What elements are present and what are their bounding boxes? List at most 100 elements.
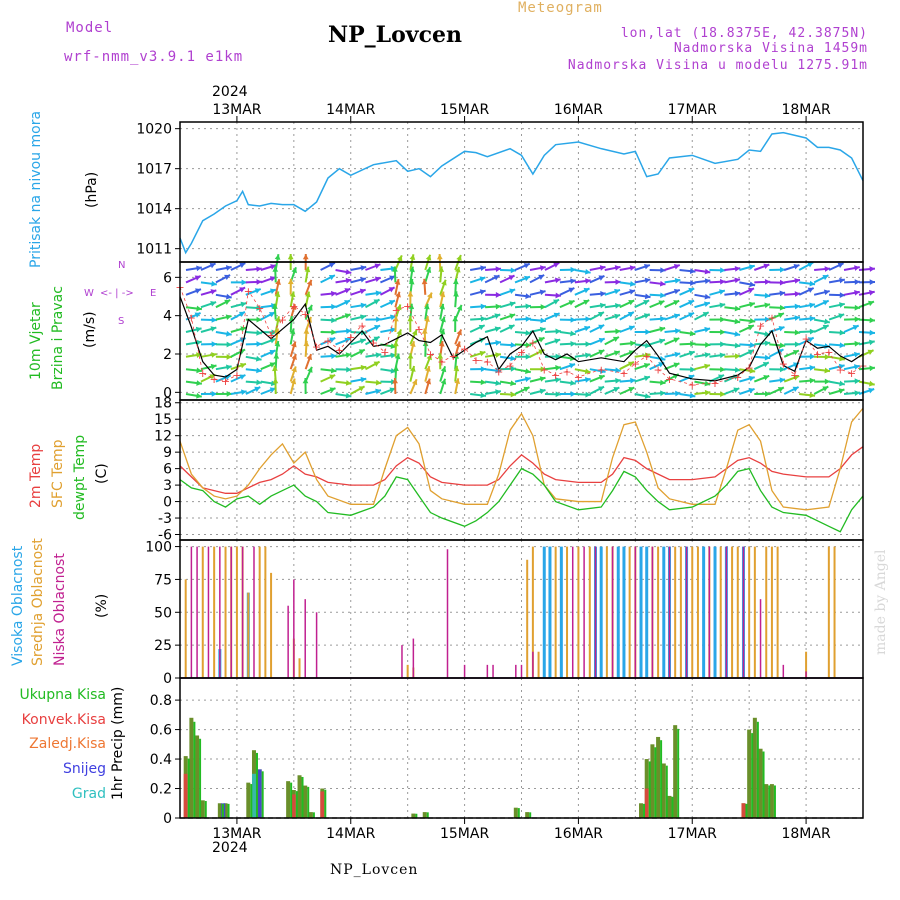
wind-arrow-head <box>794 329 801 336</box>
wind-arrow-head <box>719 289 725 295</box>
wind-arrow-head <box>452 316 459 322</box>
wind-arrow-head <box>614 265 621 271</box>
wind-arrow-head <box>495 340 501 346</box>
wind-arrow-head <box>570 266 576 273</box>
wind-arrow-head <box>598 374 605 381</box>
y-tick-label: 2 <box>163 347 172 363</box>
wind-arrow-head <box>600 290 606 297</box>
wind-arrow-head <box>690 366 696 373</box>
wind-arrow-head <box>525 330 531 336</box>
wind-gust-mark: + <box>517 346 526 359</box>
wind-arrow-head <box>495 303 502 310</box>
wind-arrow-head <box>629 289 636 295</box>
y-tick-label: 12 <box>154 429 172 445</box>
wind-arrow-head <box>397 255 403 262</box>
wind-arrow-head <box>240 389 247 396</box>
y-tick-label: 18 <box>154 396 172 412</box>
wind-arrow-head <box>409 254 416 261</box>
wind-arrow-head <box>390 352 397 359</box>
precip-total-bar-edge <box>517 808 520 818</box>
wind-arrow-head <box>540 366 546 373</box>
wind-arrow-head <box>345 277 352 284</box>
wind-arrow-head <box>749 318 756 324</box>
precip-total-bar-edge <box>301 776 304 818</box>
wind-arrow-head <box>331 353 337 359</box>
wind-arrow-head <box>612 336 619 342</box>
wind-gust-mark: + <box>426 348 435 361</box>
precip-total-bar <box>764 784 769 818</box>
wind-arrow-head <box>508 275 515 281</box>
wind-gust-mark: + <box>301 308 310 321</box>
wind-arrow-head <box>270 264 277 270</box>
wind-arrow-head <box>307 366 313 373</box>
precip-total-bar <box>297 775 302 818</box>
wind-arrow-head <box>374 324 381 331</box>
wind-arrow-head <box>839 302 845 308</box>
precip-total-bar <box>752 717 757 818</box>
precip-total-bar <box>217 803 222 818</box>
wind-arrow-head <box>854 304 861 311</box>
wind-arrow-head <box>584 368 591 375</box>
wind-arrow-head <box>630 340 636 347</box>
wind-arrow-head <box>779 290 786 297</box>
wind-arrow-head <box>211 391 217 397</box>
wind-arrow-head <box>330 290 337 297</box>
chart-title: NP_Lovcen <box>328 22 462 48</box>
wind-arrow-head <box>809 353 816 360</box>
wind-arrow-head <box>673 263 680 270</box>
wind-arrow-head <box>273 353 280 359</box>
precip-total-bar-edge <box>307 786 310 818</box>
wind-arrow-head <box>868 387 875 394</box>
wind-arrow-head <box>374 276 381 283</box>
wind-gust-mark: + <box>733 371 742 384</box>
wind-arrow-head <box>704 268 711 275</box>
wind-gust-mark: + <box>221 375 230 388</box>
wind-arrow-head <box>583 299 590 306</box>
wind-arrow-head <box>275 316 281 323</box>
wind-arrow-head <box>824 367 831 374</box>
wind-arrow-head <box>555 328 561 335</box>
wind-arrow-head <box>196 305 202 312</box>
wind-arrow-head <box>376 316 382 323</box>
wind-arrow-head <box>764 302 771 309</box>
wind-arrow-head <box>688 287 695 294</box>
wind-gust-mark: + <box>562 365 571 378</box>
y-tick-label: 15 <box>154 412 172 428</box>
wind-arrow-head <box>867 349 874 355</box>
panel-frame <box>179 399 864 541</box>
wind-arrow-head <box>555 377 561 383</box>
precip-total-bar-edge <box>193 721 196 818</box>
wind-arrow-head <box>456 329 462 336</box>
y-tick-label: 0.4 <box>150 752 172 768</box>
wind-arrow-head <box>523 275 530 282</box>
precip-total-bar-edge <box>654 747 657 818</box>
wind-arrow-head <box>306 354 312 361</box>
wind-arrow-head <box>196 392 202 399</box>
wind-arrow-head <box>822 324 829 331</box>
wind-arrow-head <box>344 313 351 319</box>
wind-arrow-head <box>615 328 621 335</box>
wind-arrow-head <box>196 265 202 272</box>
wind-arrow-head <box>765 391 771 397</box>
wind-arrow-head <box>793 263 800 270</box>
wind-arrow-head <box>748 287 755 294</box>
wind-arrow-head <box>809 392 816 399</box>
wind-arrow-head <box>854 390 860 396</box>
wind-arrow-head <box>539 326 546 333</box>
x-tick-label-top: 17MAR <box>668 102 717 118</box>
wind-arrow-head <box>272 378 279 384</box>
wind-arrow-head <box>394 279 401 285</box>
wind-gust-mark: + <box>323 335 332 348</box>
wind-arrow-head <box>407 353 414 359</box>
wind-gust-mark: + <box>653 363 662 376</box>
y-tick-label: 0 <box>163 671 172 687</box>
wind-arrow-head <box>256 266 262 272</box>
wind-arrow-head <box>733 387 740 393</box>
wind-arrow-head <box>421 328 428 334</box>
wind-arrow-head <box>423 303 430 310</box>
wind-arrow-head <box>508 324 515 330</box>
wind-arrow-head <box>291 267 297 274</box>
wind-arrow-head <box>720 278 726 285</box>
wind-arrow-head <box>540 317 546 324</box>
wind-arrow-head <box>375 388 382 395</box>
